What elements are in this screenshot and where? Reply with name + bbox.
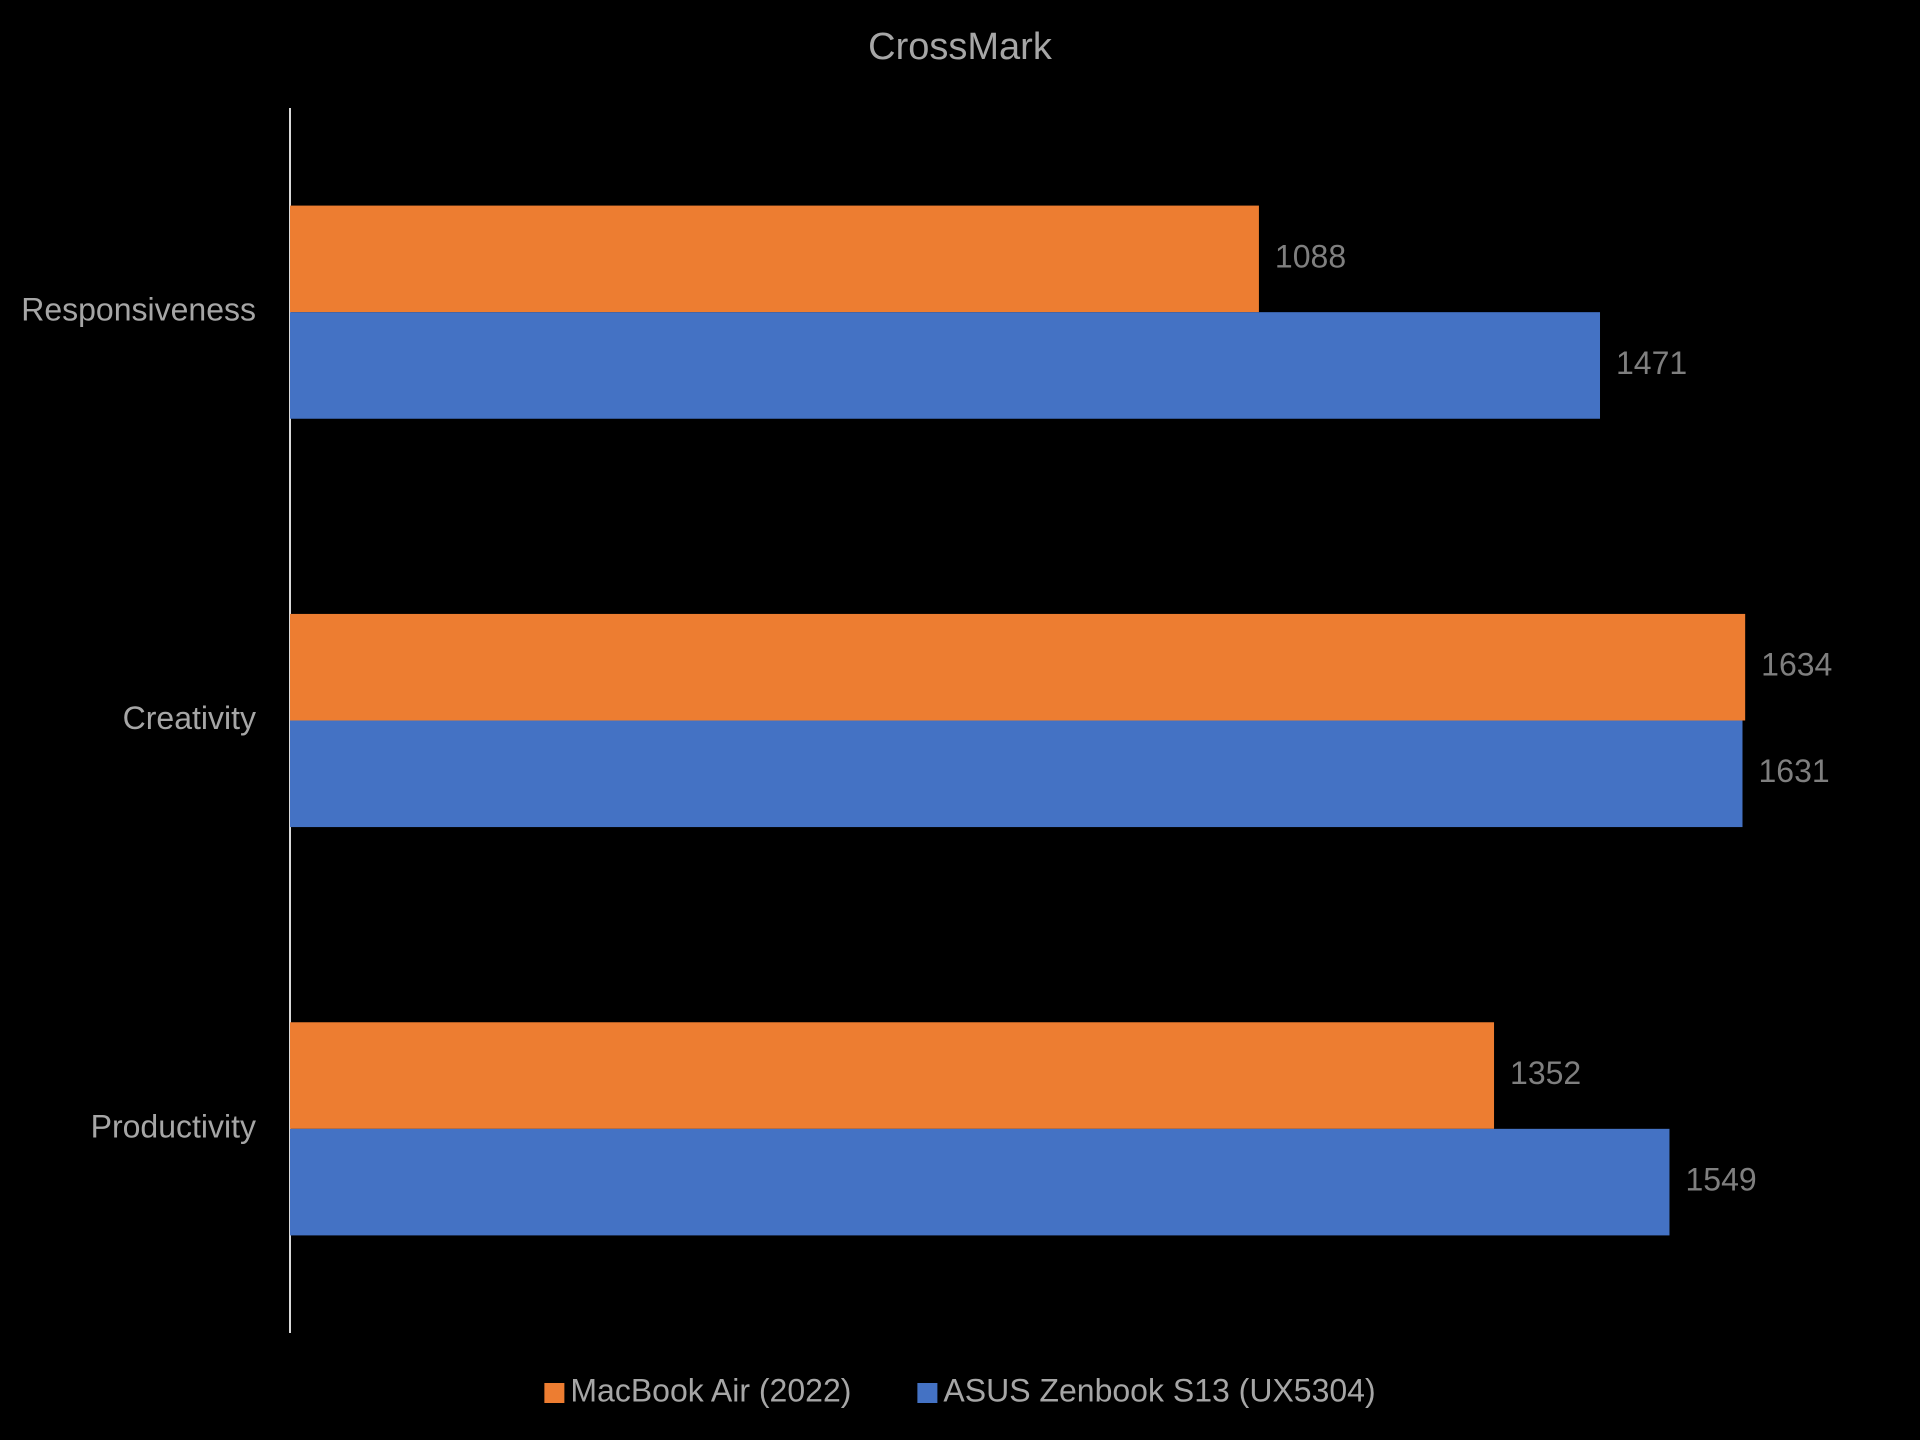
chart-title: CrossMark — [868, 26, 1053, 68]
y-tick-label: Productivity — [91, 1108, 256, 1144]
bar — [290, 205, 1259, 313]
value-label: 1631 — [1758, 753, 1829, 789]
legend-swatch — [917, 1383, 938, 1403]
legend-label: MacBook Air (2022) — [570, 1372, 851, 1408]
y-tick-label: Creativity — [123, 700, 256, 736]
y-tick-label: Responsiveness — [21, 292, 256, 328]
bar — [290, 1128, 1670, 1236]
bar — [290, 1022, 1495, 1129]
value-label: 1634 — [1761, 647, 1832, 683]
bar — [290, 312, 1601, 419]
value-label: 1352 — [1510, 1055, 1581, 1091]
bar — [290, 613, 1746, 721]
legend-label: ASUS Zenbook S13 (UX5304) — [943, 1372, 1375, 1408]
value-label: 1471 — [1616, 345, 1687, 381]
legend-swatch — [544, 1383, 565, 1403]
bar — [290, 720, 1743, 828]
value-label: 1088 — [1275, 238, 1346, 274]
value-label: 1549 — [1685, 1162, 1756, 1198]
